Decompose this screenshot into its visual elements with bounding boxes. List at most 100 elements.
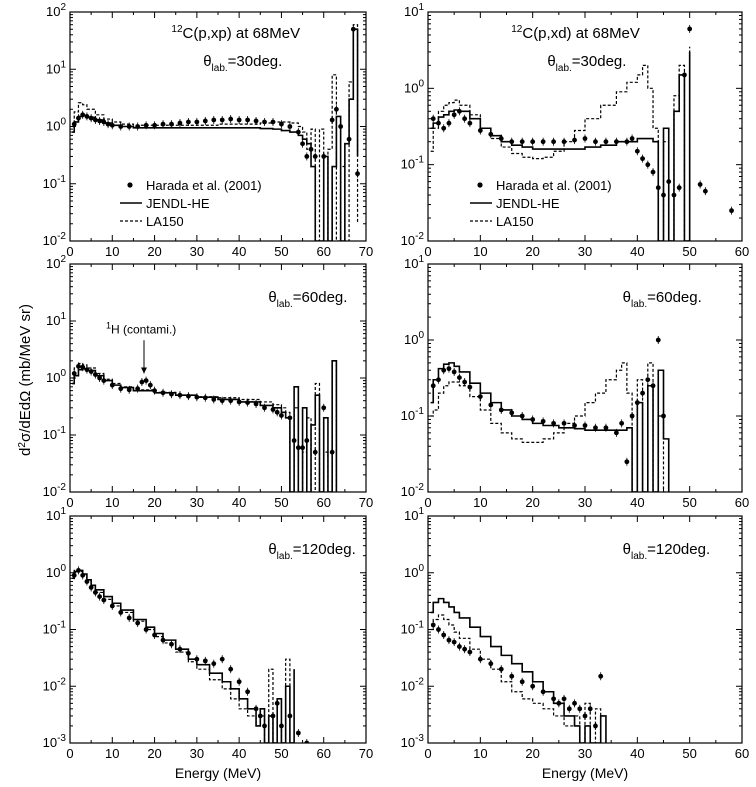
data-point — [441, 632, 447, 638]
legend-marker — [127, 182, 133, 188]
x-tick-label: 20 — [147, 495, 161, 510]
data-point — [202, 658, 208, 664]
data-point — [245, 689, 251, 695]
x-tick-label: 60 — [735, 244, 749, 259]
x-tick-label: 30 — [578, 746, 592, 761]
x-tick-label: 50 — [682, 495, 696, 510]
y-tick-label: 10-3 — [43, 733, 67, 750]
panel-top-right: 0 10 20 30 40 50 60 10-2 10-1 100 101 12C(p,xd) at … — [401, 2, 750, 259]
data-point — [634, 148, 640, 154]
data-point — [202, 118, 208, 124]
data-point — [355, 171, 360, 177]
data-point — [702, 188, 708, 194]
data-point — [88, 115, 94, 121]
x-tick-label: 30 — [190, 495, 204, 510]
data-point — [598, 673, 604, 679]
legend-label: JENDL-HE — [146, 196, 210, 211]
data-point — [629, 136, 635, 141]
x-tick-label: 60 — [316, 244, 330, 259]
data-point — [561, 139, 567, 145]
data-point — [603, 139, 609, 145]
data-point — [457, 644, 462, 649]
data-point — [729, 208, 734, 214]
data-point — [441, 125, 447, 131]
y-tick-label: 100 — [404, 330, 424, 347]
angle-label: θlab.=30deg. — [203, 53, 282, 74]
y-tick-label: 101 — [46, 311, 66, 328]
data-point — [126, 387, 132, 393]
x-tick-label: 10 — [105, 244, 119, 259]
data-point — [687, 26, 693, 32]
data-point — [304, 740, 310, 743]
la150-line — [72, 24, 359, 241]
data-point — [457, 375, 462, 381]
data-point — [446, 366, 452, 372]
data-point — [430, 116, 436, 122]
y-tick-label: 10-2 — [43, 676, 67, 693]
x-tick-label: 40 — [630, 746, 644, 761]
data-point — [498, 666, 504, 672]
legend: Harada et al. (2001) JENDL-HE LA150 — [120, 178, 262, 229]
data-point — [446, 120, 452, 126]
data-point — [477, 128, 483, 133]
y-tick-label: 10-2 — [401, 482, 425, 499]
y-tick-label: 10-1 — [401, 155, 425, 172]
annotation-text: 1H (contami.) — [106, 321, 176, 337]
x-tick-label: 30 — [578, 495, 592, 510]
data-point — [488, 402, 494, 408]
x-axis-label: Energy (MeV) — [542, 765, 628, 781]
data-point — [253, 401, 259, 407]
plot-area — [71, 24, 360, 241]
x-tick-label: 40 — [232, 746, 246, 761]
y-tick-label: 101 — [46, 506, 66, 523]
x-tick-label: 0 — [66, 746, 73, 761]
x-tick-label: 20 — [147, 746, 161, 761]
data-point — [236, 117, 242, 123]
data-point — [676, 185, 682, 191]
data-point — [624, 459, 630, 465]
data-point — [436, 627, 441, 632]
y-tick-label: 10-1 — [43, 425, 67, 442]
data-point — [519, 679, 525, 685]
x-axis-label: Energy (MeV) — [175, 765, 261, 781]
y-tick-label: 10-1 — [401, 620, 425, 637]
y-tick-label: 10-2 — [401, 676, 425, 693]
panel-title: 12C(p,xp) at 68MeV — [171, 24, 300, 42]
y-tick-label: 10-2 — [43, 231, 67, 248]
data-point — [274, 409, 280, 415]
x-tick-label: 60 — [735, 495, 749, 510]
data-point — [451, 639, 457, 645]
x-tick-label: 10 — [105, 495, 119, 510]
data-point — [572, 423, 577, 428]
x-tick-label: 0 — [66, 244, 73, 259]
plot-area — [71, 360, 338, 492]
data-point — [530, 139, 536, 145]
x-tick-label: 70 — [359, 746, 373, 761]
panel-title: 12C(p,xd) at 68MeV — [511, 24, 640, 42]
x-tick-label: 60 — [316, 495, 330, 510]
jendl-he-line — [72, 360, 338, 492]
y-tick-label: 102 — [46, 2, 66, 19]
x-tick-label: 0 — [424, 244, 431, 259]
data-point — [287, 124, 293, 129]
x-tick-label: 40 — [232, 244, 246, 259]
x-tick-label: 50 — [682, 244, 696, 259]
y-tick-label: 100 — [46, 563, 66, 580]
data-point — [228, 666, 234, 672]
data-point — [97, 594, 102, 599]
data-point — [566, 706, 572, 712]
data-point — [462, 646, 468, 652]
y-tick-label: 101 — [404, 2, 424, 19]
data-point — [219, 117, 225, 123]
data-point — [135, 620, 141, 626]
data-point — [462, 116, 468, 122]
x-tick-label: 20 — [525, 495, 539, 510]
data-point — [446, 637, 452, 643]
data-point — [97, 375, 102, 381]
angle-label: θlab.=60deg. — [623, 289, 702, 310]
data-point — [561, 696, 567, 702]
x-tick-label: 50 — [274, 495, 288, 510]
data-point — [253, 118, 259, 124]
jendl-he-line — [430, 597, 607, 743]
jendl-he-line — [430, 362, 670, 492]
